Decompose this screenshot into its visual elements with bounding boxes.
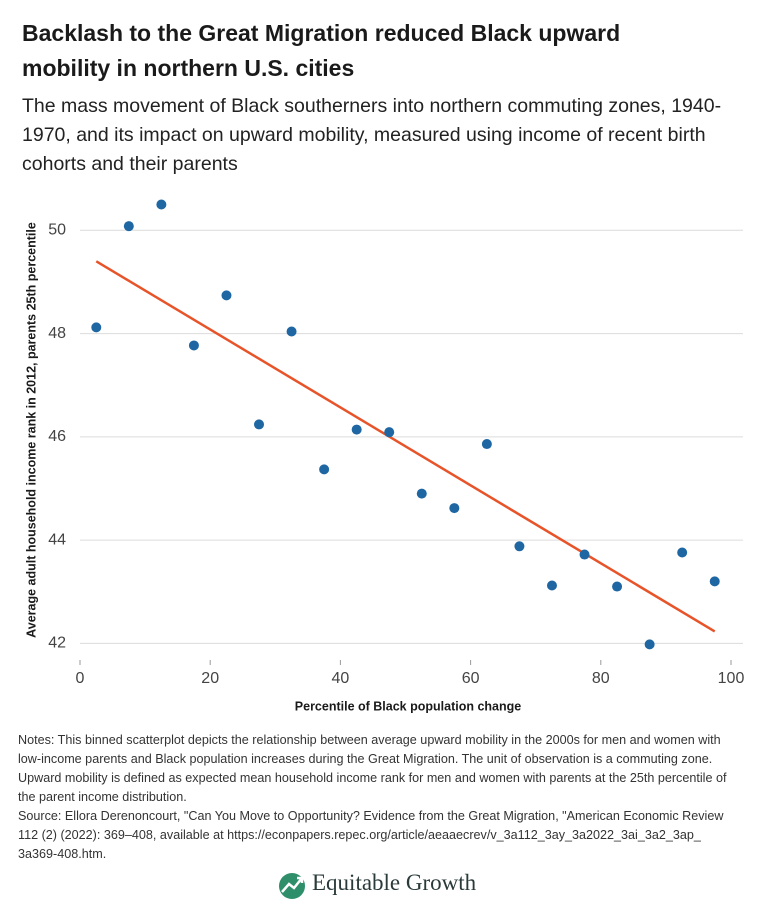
y-axis-label: Average adult household income rank in 2… [24,222,38,638]
data-point [319,464,330,475]
data-point [384,427,395,438]
data-point [221,290,232,301]
data-point [286,326,297,337]
y-tick-label: 44 [48,531,66,548]
y-tick-label: 48 [48,325,66,342]
brand-logo [279,873,305,899]
data-point [351,424,362,435]
data-point [188,340,199,351]
data-point [449,503,460,514]
brand: Equitable Growth [312,870,477,895]
x-tick-label: 40 [332,670,350,687]
data-point [123,221,134,232]
x-axis-label: Percentile of Black population change [295,699,521,713]
data-point [612,581,623,592]
x-tick-label: 60 [462,670,480,687]
fit-line [95,260,716,633]
x-tick-label: 0 [76,670,85,687]
data-point [481,439,492,450]
y-tick-label: 46 [48,428,66,445]
source: Source: Ellora Derenoncourt, "Can You Mo… [18,809,724,861]
data-point [514,541,525,552]
data-point [644,639,655,650]
data-point [709,576,720,587]
y-tick-label: 42 [48,635,66,652]
x-tick-label: 20 [201,670,219,687]
chart-title: Backlash to the Great Migration reduced … [22,20,621,81]
x-tick-label: 100 [718,670,745,687]
data-point [416,488,427,499]
data-point [546,580,557,591]
notes: Notes: This binned scatterplot depicts t… [18,733,727,804]
x-tick-label: 80 [592,670,610,687]
y-tick-label: 50 [48,222,66,239]
data-point [579,549,590,560]
data-point [254,419,265,430]
data-point [156,199,167,210]
data-point [91,322,102,333]
chart-subtitle: The mass movement of Black southerners i… [22,95,722,175]
data-point [677,547,688,558]
